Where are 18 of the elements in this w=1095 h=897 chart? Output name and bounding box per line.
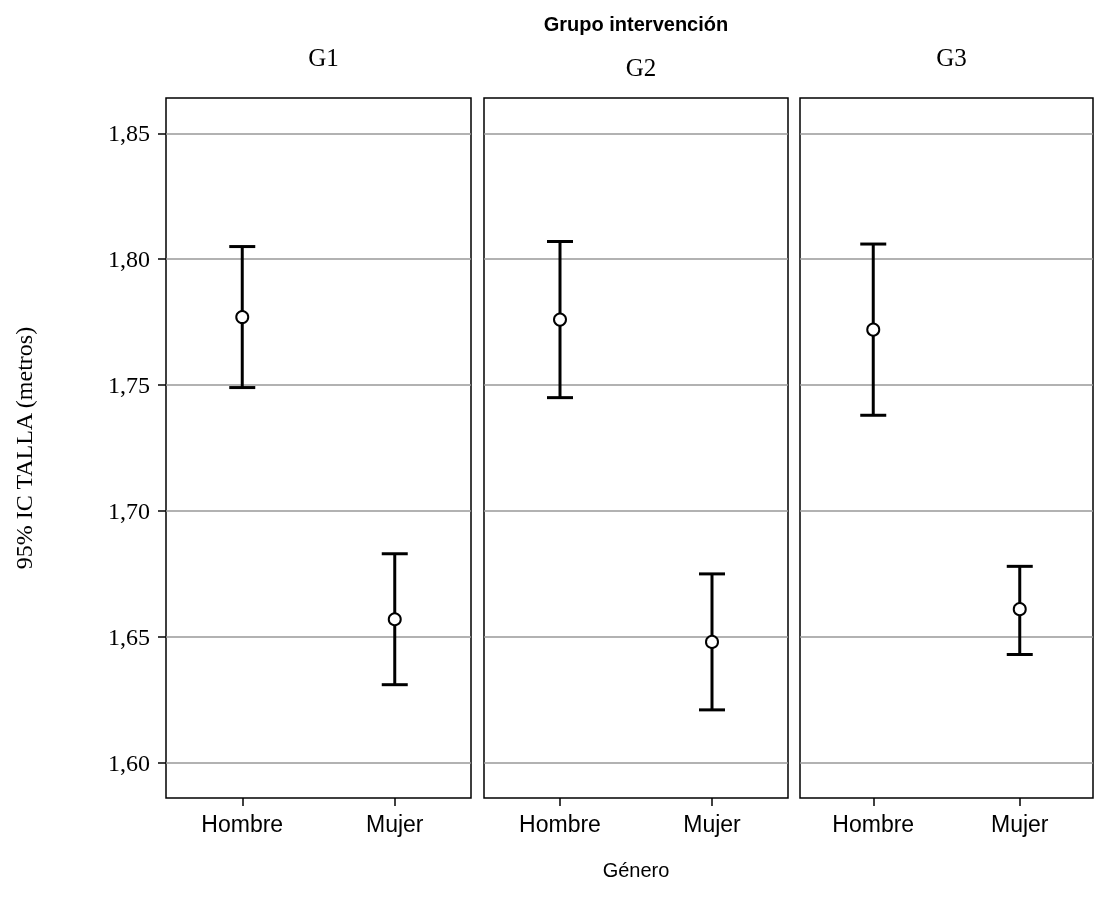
y-tick-label: 1,75 [108, 372, 150, 399]
text: Grupo intervención [543, 13, 729, 35]
y-tick-label: 1,85 [108, 120, 150, 147]
chart-title: G2 [625, 54, 657, 81]
x-axis-title: Género [602, 859, 670, 881]
x-tick-label: Hombre [519, 810, 601, 837]
chart-title: G3 [936, 44, 967, 71]
x-tick-label: Mujer [683, 810, 742, 837]
y-tick-label: 1,80 [108, 246, 150, 273]
y-tick-label: 1,70 [108, 497, 150, 524]
x-tick-label: Hombre [832, 810, 915, 837]
y-tick-label: 1,60 [108, 749, 150, 776]
y-tick-label: 1,65 [108, 623, 150, 650]
y-axis-title: 95% IC TALLA (metros) [11, 326, 37, 570]
x-tick-label: Mujer [990, 810, 1049, 837]
x-tick-label: Hombre [201, 810, 284, 837]
x-tick-label: Mujer [365, 810, 424, 837]
chart-title: G1 [308, 44, 339, 71]
